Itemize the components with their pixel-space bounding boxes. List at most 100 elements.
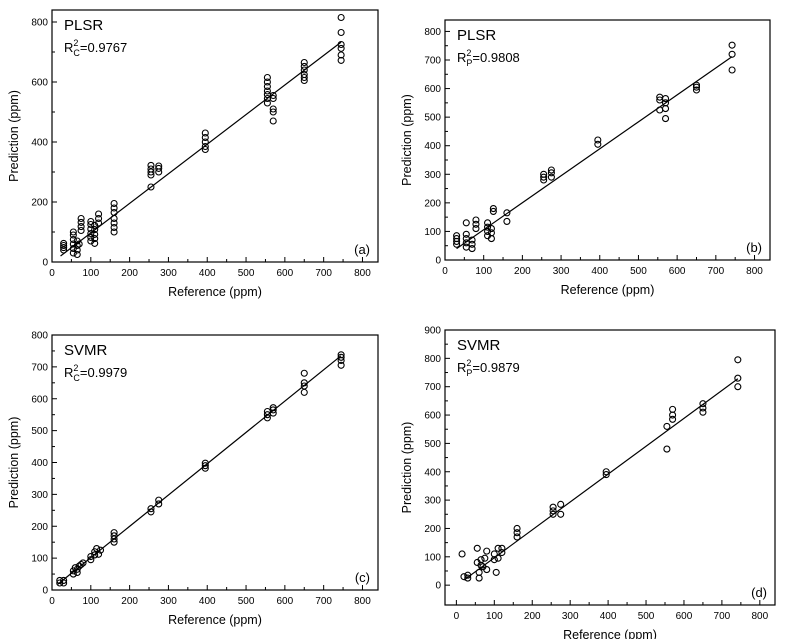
data-point xyxy=(663,422,671,430)
data-point xyxy=(269,94,277,103)
data-point xyxy=(87,552,95,561)
x-axis-title: Reference (ppm) xyxy=(168,613,262,627)
x-tick-label: 600 xyxy=(676,611,693,622)
chart-panel: 0 100 200 300 400 500 600 700 800 0 200 400 600 800 Re… xyxy=(7,9,379,299)
x-tick-label: 400 xyxy=(199,268,216,279)
data-point xyxy=(699,408,707,416)
r-squared-subscript: C xyxy=(73,373,80,383)
data-point xyxy=(300,58,308,67)
r-squared-value: =0.9979 xyxy=(80,365,127,380)
data-point xyxy=(91,230,99,238)
r-squared-symbol: R xyxy=(64,365,73,380)
data-point xyxy=(337,351,345,359)
r-squared-symbol: R xyxy=(457,360,466,375)
data-point xyxy=(468,240,476,248)
x-tick-label: 0 xyxy=(454,611,460,622)
y-tick-label: 200 xyxy=(424,524,441,535)
plot-frame xyxy=(444,19,771,261)
data-point xyxy=(300,73,308,82)
r-squared-value: =0.9767 xyxy=(80,40,127,55)
x-tick-label: 100 xyxy=(486,611,503,622)
data-point xyxy=(460,573,468,581)
data-point xyxy=(269,409,277,417)
data-point xyxy=(513,533,521,541)
data-point xyxy=(69,228,77,236)
data-point xyxy=(155,496,163,504)
data-point xyxy=(594,140,602,148)
x-tick-label: 200 xyxy=(121,268,138,279)
r-squared-superscript: 2 xyxy=(73,363,78,373)
data-point xyxy=(201,129,209,137)
data-point xyxy=(73,246,81,254)
y-tick-label: 100 xyxy=(424,227,441,238)
data-point xyxy=(494,544,502,552)
data-point xyxy=(462,219,470,227)
data-point xyxy=(79,559,87,567)
panel-tag: (d) xyxy=(751,585,767,600)
data-point xyxy=(728,66,736,74)
data-point xyxy=(69,570,77,578)
data-point xyxy=(337,56,345,64)
data-point xyxy=(300,382,308,390)
data-point xyxy=(487,229,495,237)
data-point xyxy=(468,236,476,244)
panel-tag: (b) xyxy=(746,240,762,255)
data-point xyxy=(475,568,483,576)
y-tick-label: 300 xyxy=(424,170,441,181)
y-tick-label: 400 xyxy=(424,467,441,478)
data-point xyxy=(489,205,497,213)
data-point xyxy=(201,133,209,142)
data-point xyxy=(110,223,118,232)
r-squared-label: R2 C=0.9767 xyxy=(64,38,127,58)
data-point xyxy=(201,462,209,470)
data-point xyxy=(201,145,209,154)
x-tick-label: 500 xyxy=(638,611,655,622)
data-point xyxy=(87,217,95,226)
data-point xyxy=(487,225,495,233)
data-point xyxy=(337,51,345,59)
data-point xyxy=(73,250,81,259)
x-tick-label: 400 xyxy=(199,596,216,607)
x-tick-label: 300 xyxy=(160,596,177,607)
data-point xyxy=(337,40,345,49)
x-tick-label: 300 xyxy=(553,266,570,277)
data-point xyxy=(728,50,736,58)
data-point xyxy=(77,214,85,223)
x-axis-title: Reference (ppm) xyxy=(563,628,657,639)
data-point xyxy=(110,199,118,208)
data-point xyxy=(110,214,118,223)
x-tick-label: 200 xyxy=(121,596,138,607)
data-point xyxy=(692,86,701,94)
data-point xyxy=(458,550,466,558)
x-tick-label: 500 xyxy=(238,596,255,607)
data-point xyxy=(453,235,461,243)
data-point xyxy=(594,136,602,144)
data-point xyxy=(87,225,95,233)
chart-panel: 0 100 200 300 400 500 600 700 800 0 100 200 300 400 50… xyxy=(400,326,776,639)
x-tick-label: 500 xyxy=(630,266,647,277)
chart-panel: 0 100 200 300 400 500 600 700 800 0 100 200 300 400 50… xyxy=(400,19,771,297)
r-squared-superscript: 2 xyxy=(466,48,471,58)
data-point xyxy=(73,241,81,250)
data-point xyxy=(513,529,521,537)
data-point xyxy=(337,28,345,37)
data-point xyxy=(734,374,742,382)
y-tick-label: 600 xyxy=(31,394,48,405)
data-point xyxy=(481,554,489,562)
data-point xyxy=(464,574,472,582)
data-point xyxy=(155,162,163,170)
x-tick-label: 400 xyxy=(591,266,608,277)
y-tick-label: 0 xyxy=(42,586,48,597)
data-point xyxy=(492,568,500,576)
data-point xyxy=(60,239,68,247)
chart-panel: 0 100 200 300 400 500 600 700 800 0 100 200 300 400 50… xyxy=(7,331,379,627)
x-tick-label: 600 xyxy=(277,596,294,607)
data-point xyxy=(60,579,68,587)
data-point xyxy=(91,226,99,234)
regression-line xyxy=(60,41,342,257)
data-point xyxy=(540,170,548,178)
data-point xyxy=(201,459,209,467)
data-point xyxy=(77,226,85,235)
y-tick-label: 400 xyxy=(31,138,48,149)
y-tick-label: 100 xyxy=(424,552,441,563)
